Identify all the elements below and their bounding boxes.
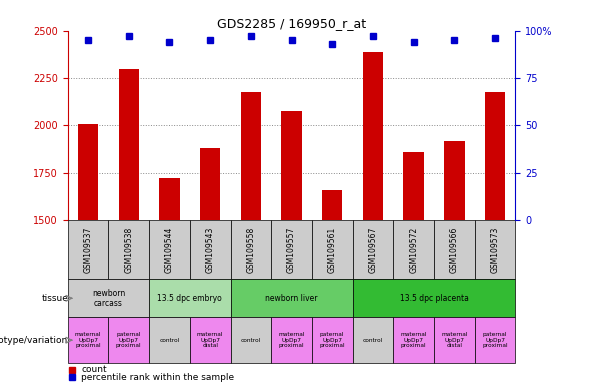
Bar	[475, 317, 515, 363]
Bar	[353, 280, 515, 317]
Bar	[108, 317, 149, 363]
Bar	[322, 190, 342, 220]
Bar	[230, 317, 271, 363]
Bar	[149, 220, 190, 280]
Text: maternal
UpDp7
distal: maternal UpDp7 distal	[197, 332, 223, 349]
Bar	[363, 51, 383, 220]
Bar	[149, 317, 190, 363]
Bar	[475, 220, 515, 280]
Text: GSM109558: GSM109558	[246, 227, 256, 273]
Text: 13.5 dpc embryo: 13.5 dpc embryo	[157, 294, 222, 303]
Text: maternal
UpDp7
proximal: maternal UpDp7 proximal	[279, 332, 305, 349]
Bar	[393, 317, 434, 363]
Text: maternal
UpDp7
proximal: maternal UpDp7 proximal	[401, 332, 427, 349]
Bar	[271, 317, 312, 363]
Text: GSM109537: GSM109537	[84, 227, 92, 273]
Text: GSM109538: GSM109538	[124, 227, 133, 273]
Bar	[241, 92, 261, 220]
Bar	[108, 220, 149, 280]
Bar	[68, 220, 108, 280]
Text: GSM109566: GSM109566	[450, 227, 459, 273]
Bar	[68, 280, 149, 317]
Text: percentile rank within the sample: percentile rank within the sample	[81, 373, 234, 382]
Bar	[434, 317, 475, 363]
Bar	[230, 220, 271, 280]
Bar	[230, 280, 353, 317]
Bar	[118, 69, 139, 220]
Bar	[68, 317, 108, 363]
Text: GSM109544: GSM109544	[165, 227, 174, 273]
Bar	[190, 220, 230, 280]
Text: GSM109543: GSM109543	[206, 227, 214, 273]
Bar	[444, 141, 465, 220]
Text: GSM109567: GSM109567	[369, 227, 378, 273]
Bar	[190, 317, 230, 363]
Text: maternal
UpDp7
distal: maternal UpDp7 distal	[441, 332, 468, 349]
Bar	[434, 220, 475, 280]
Title: GDS2285 / 169950_r_at: GDS2285 / 169950_r_at	[217, 17, 366, 30]
Bar	[78, 124, 98, 220]
Text: control: control	[241, 338, 261, 343]
Bar	[353, 317, 393, 363]
Bar	[200, 148, 220, 220]
Bar	[149, 280, 230, 317]
Text: GSM109557: GSM109557	[287, 227, 296, 273]
Bar	[312, 220, 353, 280]
Text: control: control	[160, 338, 180, 343]
Bar	[353, 220, 393, 280]
Bar	[403, 152, 424, 220]
Bar	[271, 220, 312, 280]
Bar	[282, 111, 302, 220]
Text: paternal
UpDp7
proximal: paternal UpDp7 proximal	[319, 332, 345, 349]
Text: GSM109573: GSM109573	[491, 227, 499, 273]
Text: newborn
carcass: newborn carcass	[92, 289, 125, 308]
Text: paternal
UpDp7
proximal: paternal UpDp7 proximal	[482, 332, 508, 349]
Text: GSM109572: GSM109572	[409, 227, 418, 273]
Text: tissue: tissue	[41, 294, 68, 303]
Text: genotype/variation: genotype/variation	[0, 336, 68, 345]
Bar	[485, 92, 505, 220]
Text: paternal
UpDp7
proximal: paternal UpDp7 proximal	[116, 332, 141, 349]
Bar	[312, 317, 353, 363]
Text: control: control	[363, 338, 383, 343]
Text: newborn liver: newborn liver	[265, 294, 318, 303]
Bar	[159, 178, 180, 220]
Bar	[393, 220, 434, 280]
Text: count: count	[81, 365, 107, 374]
Text: maternal
UpDp7
proximal: maternal UpDp7 proximal	[75, 332, 101, 349]
Text: GSM109561: GSM109561	[327, 227, 337, 273]
Text: 13.5 dpc placenta: 13.5 dpc placenta	[399, 294, 468, 303]
